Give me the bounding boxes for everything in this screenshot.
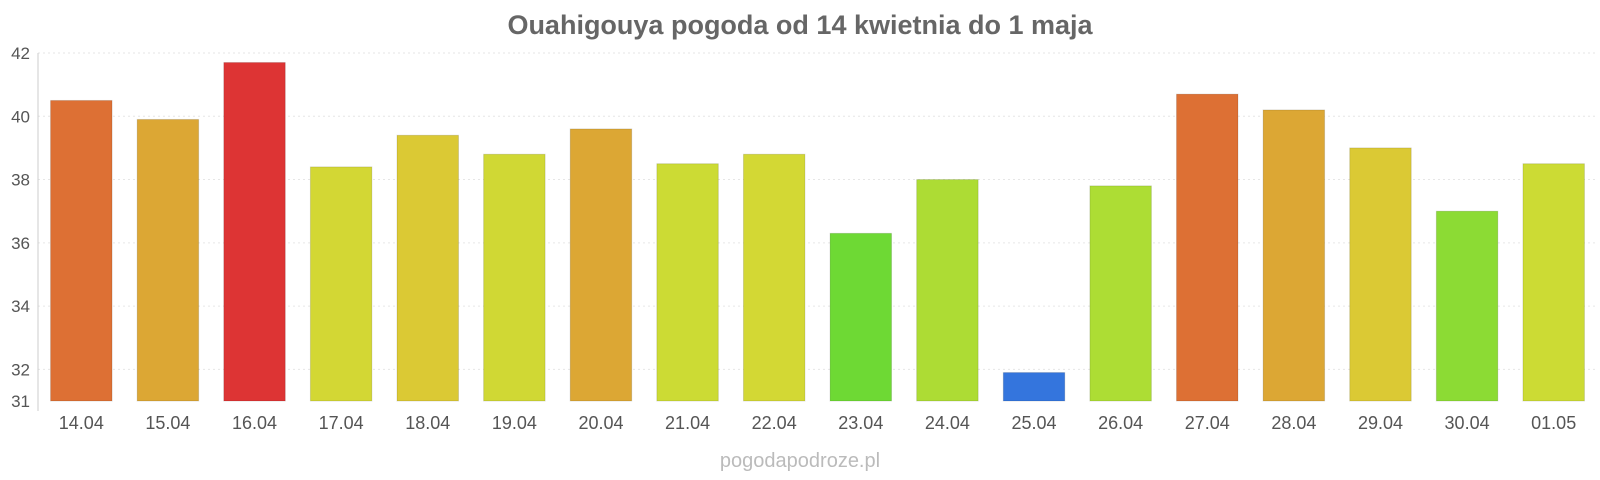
bar-19-04[interactable] (483, 153, 546, 402)
watermark: pogodapodroze.pl (720, 450, 880, 472)
y-tick-label: 34 (11, 297, 30, 316)
bar-01-05[interactable] (1522, 163, 1585, 402)
bar-17-04[interactable] (309, 166, 373, 402)
x-tick-label: 29.04 (1358, 413, 1403, 433)
x-tick-label: 15.04 (145, 413, 190, 433)
bar-14-04[interactable] (50, 99, 113, 402)
y-tick-label: 40 (11, 107, 30, 126)
bar-26-04[interactable] (1089, 185, 1152, 402)
y-tick-label: 42 (11, 44, 30, 63)
y-tick-label: 32 (11, 360, 30, 379)
bar-15-04[interactable] (136, 118, 200, 402)
x-tick-label: 18.04 (405, 413, 450, 433)
x-tick-label: 01.05 (1531, 413, 1576, 433)
x-tick-label: 21.04 (665, 413, 710, 433)
y-axis: 31 32 34 36 38 40 42 (11, 44, 39, 411)
bar-18-04[interactable] (396, 134, 459, 402)
bar-16-04[interactable] (223, 61, 286, 402)
x-tick-label: 30.04 (1445, 413, 1490, 433)
bar-20-04[interactable] (569, 128, 633, 402)
bar-23-04[interactable] (829, 232, 893, 402)
bar-25-04[interactable] (1002, 372, 1066, 402)
x-tick-label: 26.04 (1098, 413, 1143, 433)
bar-28-04[interactable] (1262, 109, 1326, 402)
x-tick-label: 17.04 (319, 413, 364, 433)
bar-24-04[interactable] (916, 179, 979, 402)
bar-21-04[interactable] (656, 163, 719, 402)
bar-27-04[interactable] (1176, 93, 1239, 402)
x-tick-label: 22.04 (752, 413, 797, 433)
x-tick-label: 16.04 (232, 413, 277, 433)
x-axis: 14.04 15.04 16.04 17.04 18.04 19.04 20.04 21.04… (59, 413, 1576, 433)
x-tick-label: 27.04 (1185, 413, 1230, 433)
x-tick-label: 20.04 (578, 413, 623, 433)
x-tick-label: 24.04 (925, 413, 970, 433)
x-tick-label: 28.04 (1271, 413, 1316, 433)
x-tick-label: 19.04 (492, 413, 537, 433)
x-tick-label: 14.04 (59, 413, 104, 433)
bar-22-04[interactable] (742, 153, 806, 402)
x-tick-label: 23.04 (838, 413, 883, 433)
y-tick-label: 31 (11, 392, 30, 411)
x-tick-label: 25.04 (1012, 413, 1057, 433)
bar-30-04[interactable] (1435, 210, 1499, 402)
y-tick-label: 36 (11, 234, 30, 253)
chart-title: Ouahigouya pogoda od 14 kwietnia do 1 ma… (507, 10, 1093, 40)
y-tick-label: 38 (11, 171, 30, 190)
bars (50, 61, 1585, 402)
bar-29-04[interactable] (1349, 147, 1412, 402)
